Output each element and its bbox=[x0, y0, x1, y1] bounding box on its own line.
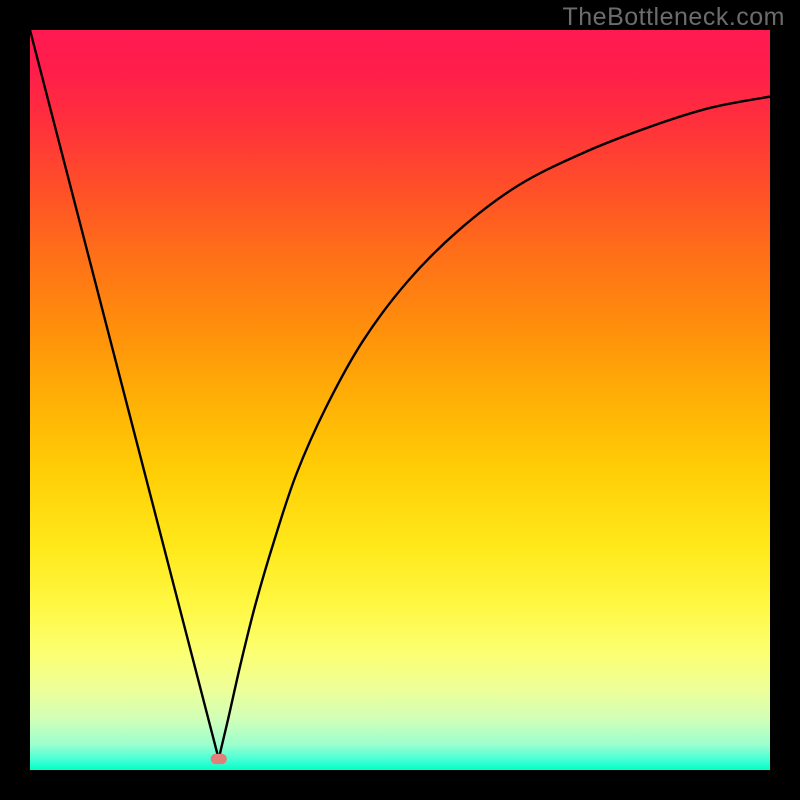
watermark-text: TheBottleneck.com bbox=[563, 3, 786, 32]
bottleneck-curve-chart bbox=[30, 30, 770, 770]
chart-background-gradient bbox=[30, 30, 770, 770]
minimum-marker bbox=[211, 754, 227, 764]
